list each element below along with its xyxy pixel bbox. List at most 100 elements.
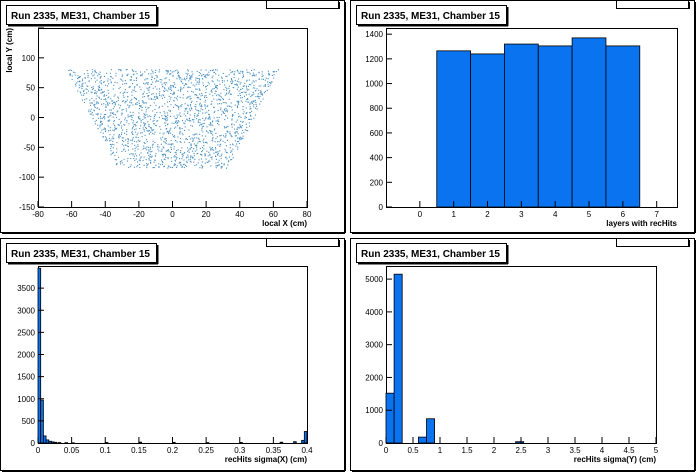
scatter-point <box>228 91 230 93</box>
scatter-point <box>189 108 191 110</box>
scatter-point <box>94 91 96 94</box>
scatter-point <box>232 143 234 145</box>
x-tick-label: 0.35 <box>266 446 282 455</box>
scatter-point <box>200 106 202 108</box>
scatter-point <box>181 104 183 106</box>
scatter-point <box>101 122 103 124</box>
scatter-point <box>186 138 188 141</box>
scatter-point <box>163 141 165 143</box>
scatter-point <box>211 158 213 160</box>
scatter-point <box>163 132 165 134</box>
scatter-point <box>160 143 162 145</box>
scatter-point <box>149 86 151 88</box>
scatter-point <box>158 93 160 95</box>
scatter-point <box>192 125 194 127</box>
scatter-point <box>114 124 116 126</box>
scatter-point <box>176 95 179 97</box>
scatter-point <box>231 118 233 120</box>
scatter-point <box>110 82 112 84</box>
scatter-point <box>170 139 172 142</box>
scatter-point <box>258 71 260 73</box>
scatter-point <box>107 97 109 99</box>
scatter-point <box>214 93 216 95</box>
scatter-point <box>244 82 246 84</box>
scatter-point <box>99 71 101 73</box>
scatter-point <box>226 117 229 119</box>
scatter-point <box>153 161 155 163</box>
scatter-point <box>236 141 239 143</box>
scatter-point <box>141 75 143 77</box>
scatter-point <box>107 116 109 118</box>
x-tick-label: 0.3 <box>234 446 246 455</box>
scatter-point <box>236 80 239 82</box>
scatter-point <box>135 125 137 127</box>
scatter-point <box>224 118 226 121</box>
scatter-point <box>242 138 244 140</box>
scatter-point <box>258 96 260 98</box>
scatter-point <box>99 124 101 126</box>
scatter-point <box>167 143 169 145</box>
scatter-point <box>97 113 99 115</box>
scatter-point <box>144 83 146 85</box>
scatter-point <box>131 102 133 104</box>
bar <box>385 392 395 444</box>
scatter-point <box>204 162 206 164</box>
scatter-point <box>187 111 189 113</box>
scatter-point <box>241 71 243 73</box>
scatter-point <box>204 99 206 101</box>
scatter-point <box>131 94 133 96</box>
scatter-point <box>106 139 108 141</box>
scatter-point <box>246 80 248 82</box>
scatter-point <box>216 69 218 71</box>
scatter-point <box>206 73 208 75</box>
scatter-point <box>185 79 187 81</box>
scatter-point <box>152 72 154 74</box>
scatter-point <box>214 146 217 149</box>
scatter-point <box>150 115 152 118</box>
scatter-point <box>170 127 172 129</box>
scatter-point <box>175 152 177 154</box>
scatter-point <box>199 99 201 101</box>
scatter-point <box>210 165 212 167</box>
stats-box <box>616 0 689 9</box>
scatter-point <box>152 167 154 169</box>
scatter-point <box>153 129 155 131</box>
scatter-point <box>164 112 166 114</box>
scatter-point <box>123 124 125 126</box>
scatter-point <box>237 78 240 80</box>
scatter-point <box>182 164 184 166</box>
scatter-point <box>225 115 227 117</box>
scatter-point <box>230 135 232 137</box>
scatter-point <box>163 147 165 149</box>
scatter-point <box>129 79 131 81</box>
scatter-point <box>248 89 250 91</box>
x-tick-label: 0 <box>384 446 389 455</box>
scatter-point <box>144 114 146 116</box>
scatter-point <box>211 100 213 103</box>
scatter-point <box>180 115 182 117</box>
scatter-point <box>159 132 161 134</box>
scatter-point <box>112 112 114 114</box>
scatter-point <box>130 139 132 141</box>
scatter-point <box>140 132 142 134</box>
x-tick-label: 6 <box>621 210 626 219</box>
scatter-point <box>154 113 156 116</box>
scatter-point <box>194 85 196 87</box>
scatter-point <box>239 136 241 138</box>
scatter-point <box>149 105 151 107</box>
scatter-point <box>169 110 171 112</box>
scatter-point <box>118 87 120 90</box>
y-tick-label: 400 <box>370 154 384 163</box>
scatter-point <box>100 120 103 122</box>
scatter-point <box>119 86 121 88</box>
scatter-point <box>187 73 189 75</box>
scatter-point <box>141 132 143 134</box>
scatter-point <box>204 75 206 78</box>
scatter-point <box>155 125 157 127</box>
scatter-point <box>176 165 178 167</box>
scatter-point <box>151 76 153 79</box>
scatter-point <box>121 140 124 142</box>
scatter-point <box>146 114 148 116</box>
scatter-point <box>202 82 204 84</box>
scatter-point <box>170 148 173 150</box>
